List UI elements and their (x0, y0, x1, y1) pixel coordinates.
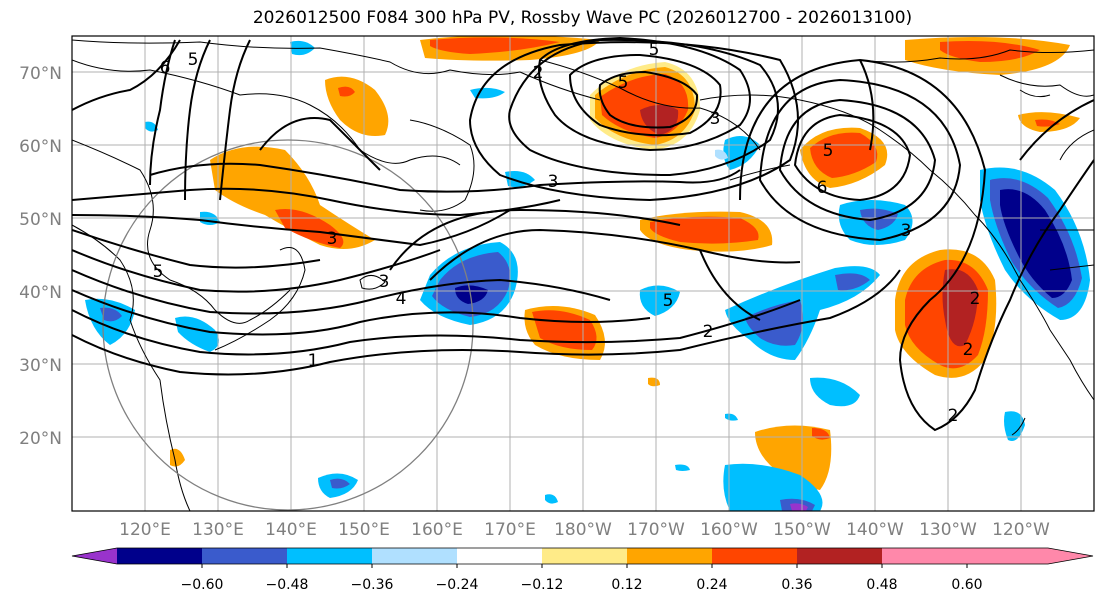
lon-label: 150°E (338, 520, 390, 540)
colorbar-tick-label: 0.24 (696, 577, 727, 593)
contour-label: 5 (188, 50, 199, 70)
colorbar-tick-label: −0.60 (181, 577, 224, 593)
colorbar-tick-label: −0.12 (521, 577, 564, 593)
contour-label-layer: 6 5 5 2 5 3 3 3 3 4 5 2 1 5 5 6 3 2 2 2 (153, 40, 981, 426)
colorbar-tick-label: −0.24 (436, 577, 479, 593)
latitude-labels: 70°N 60°N 50°N 40°N 30°N 20°N (19, 64, 62, 449)
positive-anomaly-okhotsk (210, 146, 375, 249)
lon-label: 170°W (627, 520, 685, 540)
lon-label: 140°W (846, 520, 904, 540)
colorbar-tick-label: 0.12 (611, 577, 642, 593)
contour-label: 5 (153, 262, 164, 282)
colorbar: −0.60 −0.48 −0.36 −0.24 −0.12 0.12 0.24 … (71, 547, 1094, 593)
colorbar-segment (882, 548, 967, 564)
lat-label: 20°N (19, 429, 62, 449)
colorbar-segment (542, 548, 627, 564)
colorbar-tick-label: −0.48 (266, 577, 309, 593)
lat-label: 60°N (19, 137, 62, 157)
contour-label: 2 (948, 406, 959, 426)
contour-label: 2 (703, 322, 714, 342)
contour-label: 3 (901, 221, 912, 241)
colorbar-segment (117, 548, 202, 564)
lat-label: 70°N (19, 64, 62, 84)
contour-label: 1 (308, 351, 319, 371)
contour-label: 6 (160, 58, 171, 78)
contour-label: 5 (823, 141, 834, 161)
colorbar-outline (71, 547, 1094, 565)
contour-label: 2 (970, 289, 981, 309)
lon-label: 120°E (119, 520, 171, 540)
lat-label: 40°N (19, 283, 62, 303)
lon-label: 180°W (554, 520, 612, 540)
lat-label: 50°N (19, 210, 62, 230)
contour-label: 3 (327, 229, 338, 249)
lon-label: 160°W (700, 520, 758, 540)
colorbar-extend-max (967, 548, 1093, 564)
positive-anomaly-east (170, 249, 997, 490)
contour-label: 3 (548, 172, 559, 192)
colorbar-tick-label: 0.60 (951, 577, 982, 593)
map-frame (71, 35, 1095, 512)
contour-label: 3 (379, 272, 390, 292)
lon-label: 130°E (192, 520, 244, 540)
colorbar-segment (627, 548, 712, 564)
colorbar-tick-label: −0.36 (351, 577, 394, 593)
colorbar-extend-min (72, 548, 117, 564)
colorbar-segment (712, 548, 797, 564)
lon-label: 170°E (484, 520, 536, 540)
lon-label: 140°E (265, 520, 317, 540)
colorbar-segment (457, 548, 542, 564)
lon-label: 130°W (919, 520, 977, 540)
pv-contours (72, 36, 1094, 432)
contour-label: 5 (663, 291, 674, 311)
lon-label: 160°E (411, 520, 463, 540)
contour-label: 6 (817, 178, 828, 198)
colorbar-segment (372, 548, 457, 564)
map-title: 2026012500 F084 300 hPa PV, Rossby Wave … (252, 8, 913, 28)
colorbar-segment (202, 548, 287, 564)
longitude-labels: 120°E 130°E 140°E 150°E 160°E 170°E 180°… (119, 520, 1050, 540)
colorbar-tick-label: 0.36 (781, 577, 812, 593)
contour-label: 4 (396, 289, 407, 309)
contour-label: 5 (649, 40, 660, 60)
contour-label: 2 (533, 63, 544, 83)
map-area: 6 5 5 2 5 3 3 3 3 4 5 2 1 5 5 6 3 2 2 2 (72, 36, 1094, 511)
lon-label: 150°W (773, 520, 831, 540)
lon-label: 120°W (992, 520, 1050, 540)
contour-label: 2 (963, 340, 974, 360)
contour-label: 3 (710, 109, 721, 129)
colorbar-segment (287, 548, 372, 564)
colorbar-segment (797, 548, 882, 564)
colorbar-tick-label: 0.48 (866, 577, 897, 593)
negative-anomaly-central (639, 136, 913, 360)
contour-label: 5 (618, 73, 629, 93)
positive-anomaly-alaska (800, 127, 888, 188)
lat-label: 30°N (19, 356, 62, 376)
